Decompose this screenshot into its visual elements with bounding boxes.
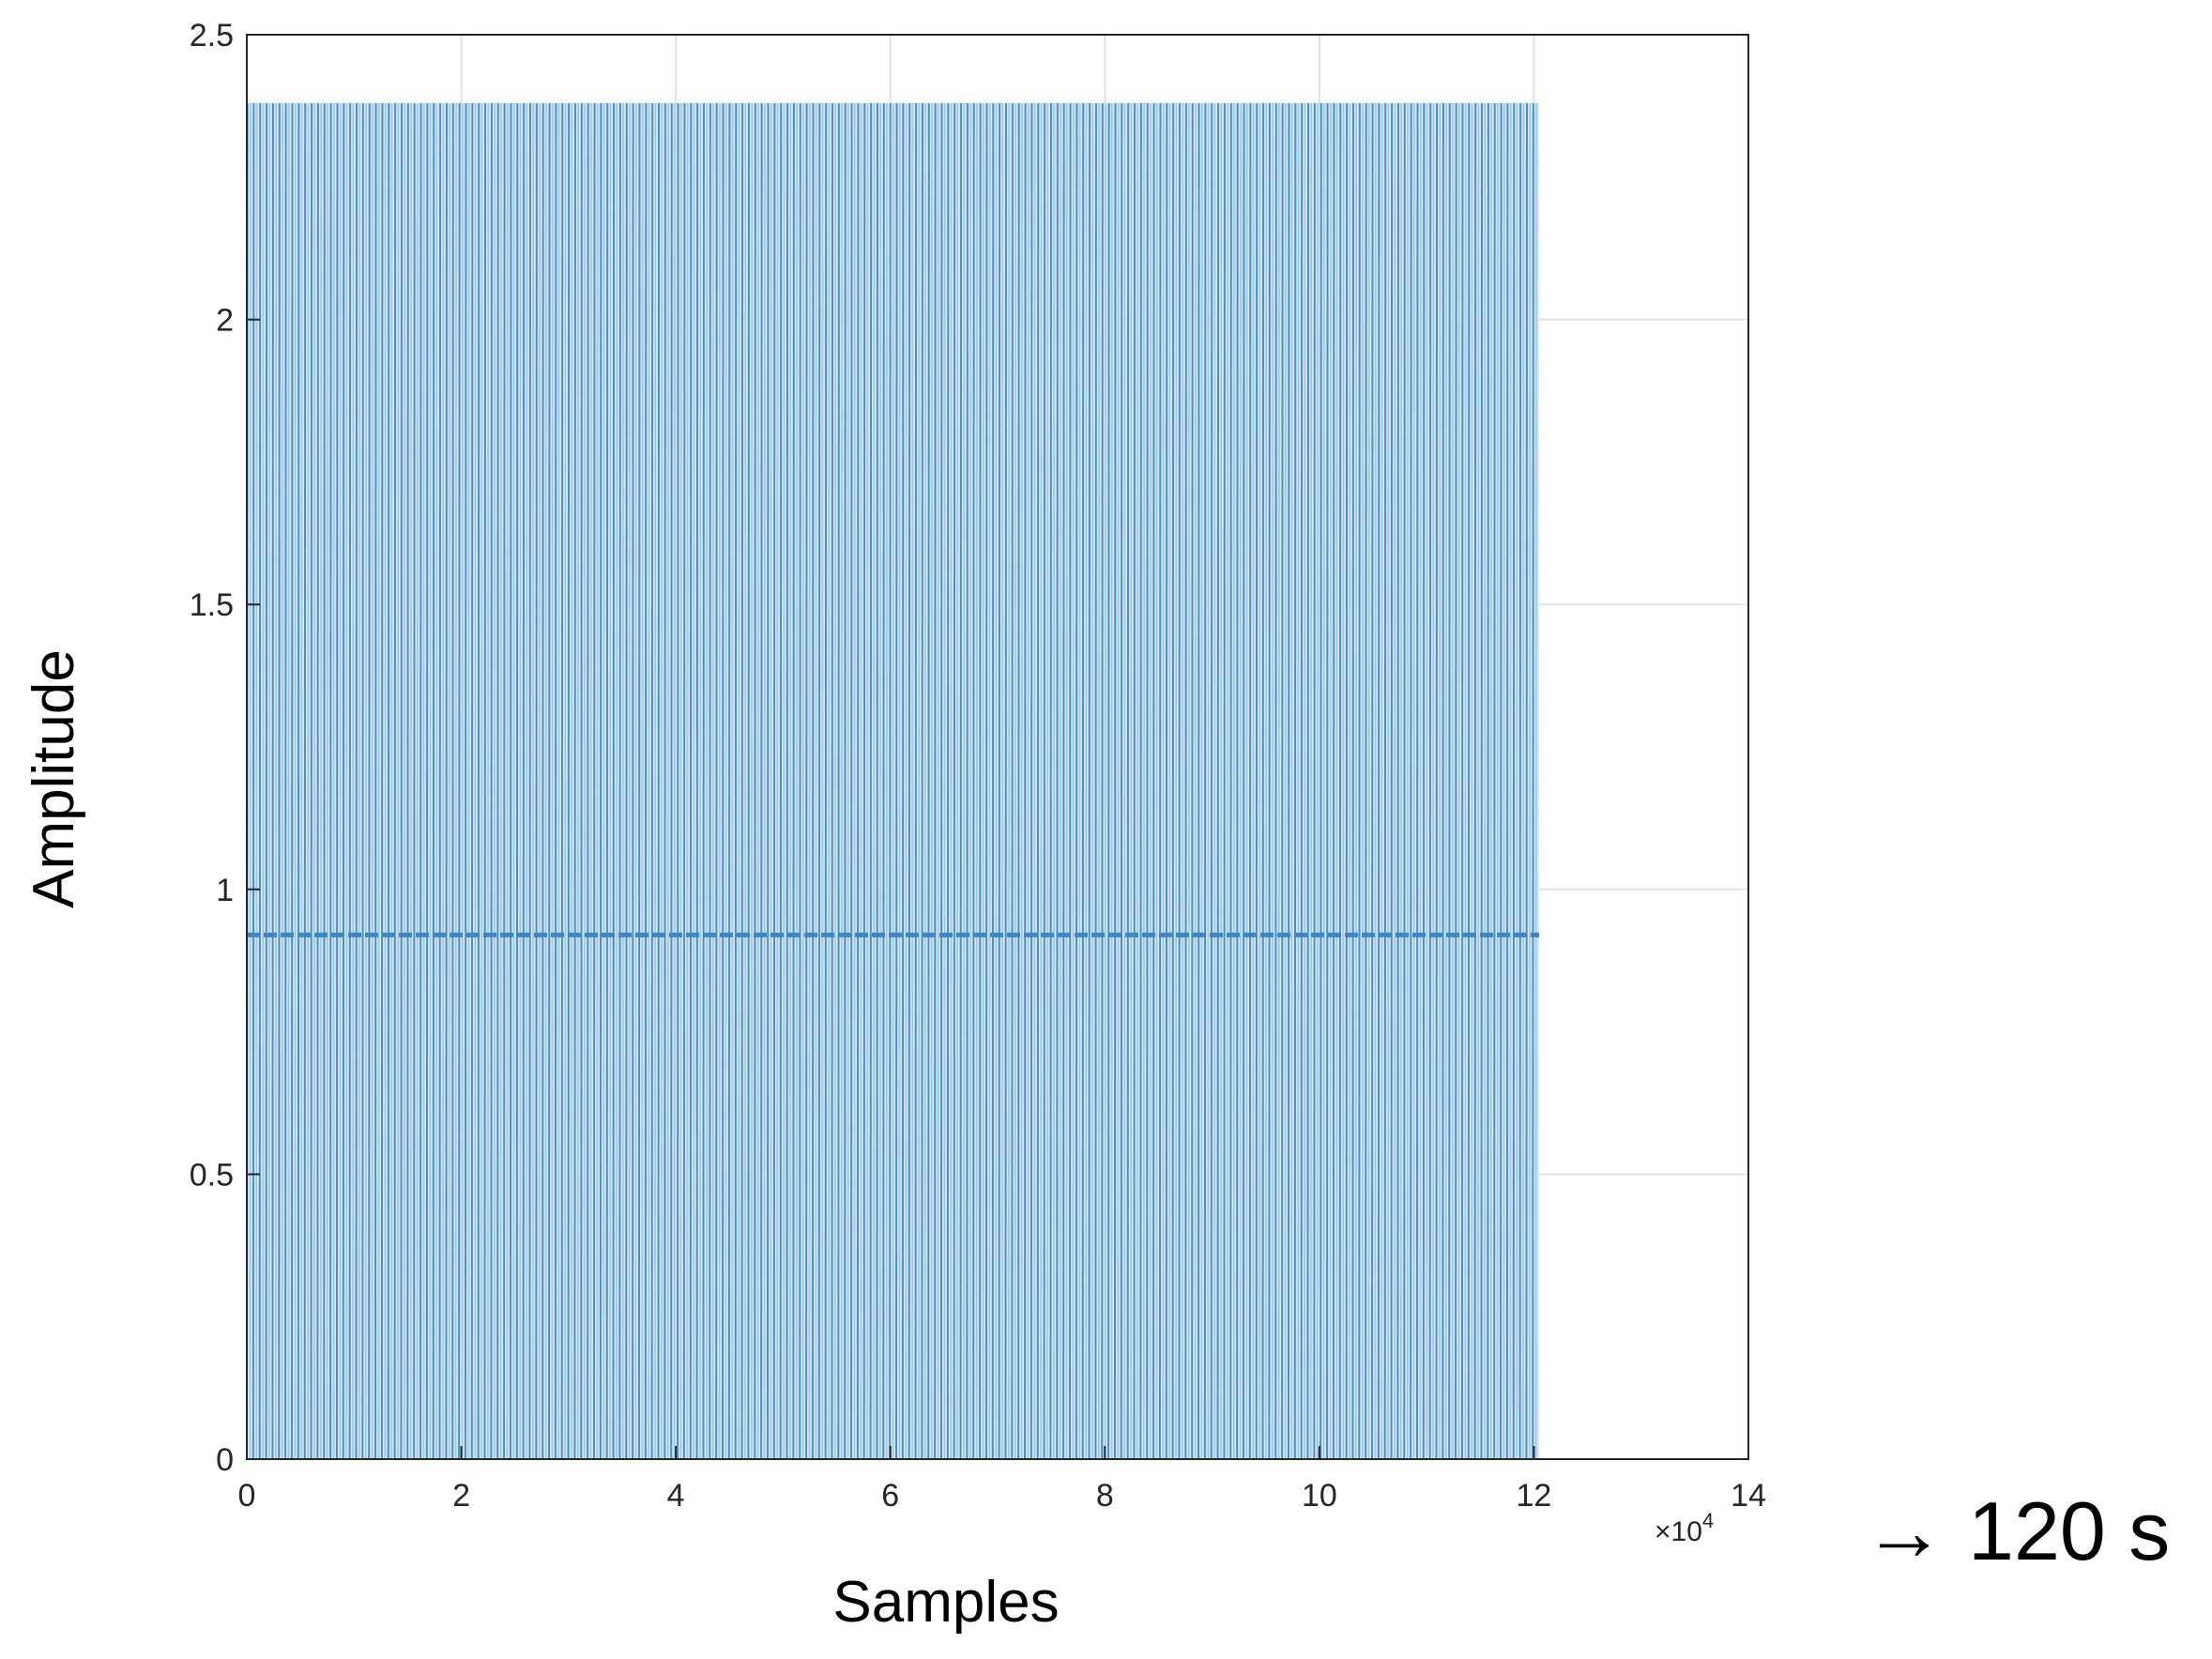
x-tick-label: 2 <box>452 1478 470 1514</box>
signal-line <box>247 102 1534 1459</box>
x-tick-label: 10 <box>1302 1478 1337 1514</box>
y-tick-label: 2.5 <box>190 18 234 53</box>
x-tick-label: 0 <box>238 1478 256 1514</box>
x-exponent-power: 4 <box>1702 1509 1714 1532</box>
x-tick-label: 12 <box>1517 1478 1552 1514</box>
y-tick-label: 2 <box>216 303 234 339</box>
signal-area <box>247 102 1540 1459</box>
x-axis-exponent: ×104 <box>1655 1509 1714 1547</box>
x-tick-label: 6 <box>881 1478 899 1514</box>
plot-frame <box>246 34 1749 1460</box>
y-tick-label: 1.5 <box>190 587 234 623</box>
y-axis-label: Amplitude <box>22 649 86 908</box>
duration-text: 120 s <box>1968 1484 2170 1577</box>
signal-line-light <box>249 102 1537 1459</box>
x-axis: 0 2 4 6 8 10 12 14 <box>238 1446 1766 1514</box>
x-tick-label: 4 <box>667 1478 685 1514</box>
x-tick-label: 8 <box>1096 1478 1114 1514</box>
duration-annotation: → 120 s <box>1863 1484 2170 1577</box>
x-exponent-base: ×10 <box>1655 1516 1702 1547</box>
y-tick-label: 0 <box>216 1442 234 1478</box>
x-axis-label: Samples <box>832 1570 1059 1635</box>
x-tick-label: 14 <box>1731 1478 1766 1514</box>
y-tick-label: 1 <box>216 873 234 908</box>
y-axis: 0 0.5 1 1.5 2 2.5 <box>190 18 260 1478</box>
arrow-icon: → <box>1863 1484 1945 1577</box>
y-tick-label: 0.5 <box>190 1157 234 1193</box>
